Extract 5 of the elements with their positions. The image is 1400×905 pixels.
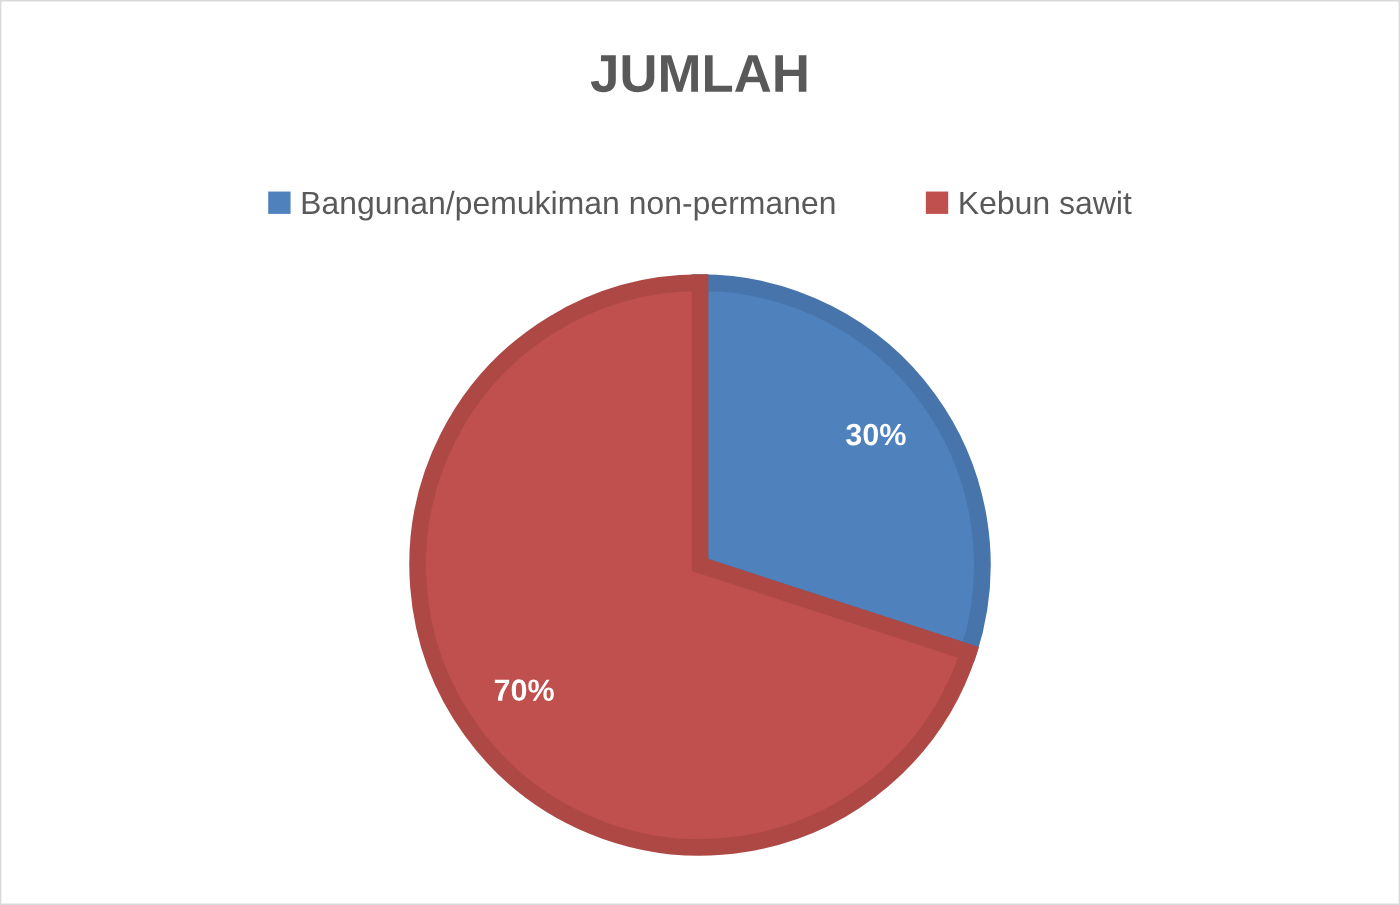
legend-label: Kebun sawit (960, 190, 1132, 215)
data-label: 70% (494, 679, 554, 701)
legend-label: Bangunan/pemukiman non-permanen (302, 190, 835, 221)
chart-title: JUMLAH (590, 55, 807, 93)
data-label: 30% (846, 423, 906, 446)
